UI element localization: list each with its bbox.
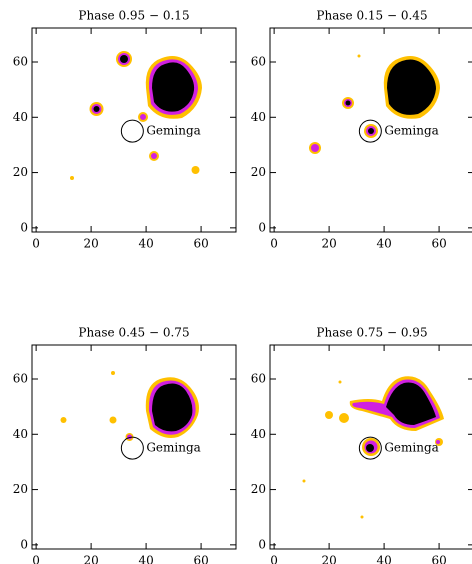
- source-circle: [358, 436, 382, 460]
- y-tick-label: 40: [251, 110, 266, 124]
- y-tick-label: 0: [258, 537, 266, 551]
- x-tick-label: 0: [32, 237, 40, 251]
- x-tick-label: 60: [193, 237, 208, 251]
- y-tick-label: 40: [251, 427, 266, 441]
- x-tick-label: 60: [193, 554, 208, 564]
- x-tick-label: 0: [32, 554, 40, 564]
- panel-title: Phase 0.95 − 0.15: [78, 9, 189, 23]
- axes-frame: [31, 27, 237, 233]
- y-tick-label: 60: [13, 55, 28, 69]
- x-tick-label: 0: [270, 554, 278, 564]
- axes-frame: [269, 27, 472, 233]
- x-tick-label: 60: [431, 237, 446, 251]
- y-tick-label: 20: [13, 165, 28, 179]
- source-circle: [358, 119, 382, 143]
- x-tick-label: 20: [83, 237, 98, 251]
- image-panel-3: [60, 371, 199, 441]
- y-tick-label: 60: [251, 55, 266, 69]
- image-panel-1: [70, 51, 202, 180]
- axes-frame: [269, 344, 472, 550]
- x-tick-label: 40: [376, 554, 391, 564]
- axes-frame: [31, 344, 237, 550]
- annotation: Geminga: [146, 124, 200, 138]
- x-tick-label: 20: [321, 554, 336, 564]
- y-tick-label: 40: [13, 427, 28, 441]
- y-tick-label: 20: [251, 165, 266, 179]
- x-tick-label: 0: [270, 237, 278, 251]
- y-tick-label: 0: [258, 220, 266, 234]
- annotation: Geminga: [384, 124, 438, 138]
- y-tick-label: 20: [251, 482, 266, 496]
- panel-title: Phase 0.45 − 0.75: [78, 326, 189, 340]
- source-circle: [120, 119, 144, 143]
- x-tick-label: 60: [431, 554, 446, 564]
- x-tick-label: 40: [376, 237, 391, 251]
- y-tick-label: 60: [13, 372, 28, 386]
- image-panel-2: [309, 54, 440, 154]
- x-tick-label: 40: [138, 237, 153, 251]
- panel-title: Phase 0.15 − 0.45: [316, 9, 427, 23]
- y-tick-label: 0: [20, 220, 28, 234]
- image-panel-4: [302, 376, 444, 519]
- x-tick-label: 20: [321, 237, 336, 251]
- y-tick-label: 40: [13, 110, 28, 124]
- y-tick-label: 20: [13, 482, 28, 496]
- annotation: Geminga: [384, 441, 438, 455]
- y-tick-label: 0: [20, 537, 28, 551]
- panel-title: Phase 0.75 − 0.95: [316, 326, 427, 340]
- x-tick-label: 20: [83, 554, 98, 564]
- x-tick-label: 40: [138, 554, 153, 564]
- annotation: Geminga: [146, 441, 200, 455]
- y-tick-label: 60: [251, 372, 266, 386]
- source-circle: [120, 436, 144, 460]
